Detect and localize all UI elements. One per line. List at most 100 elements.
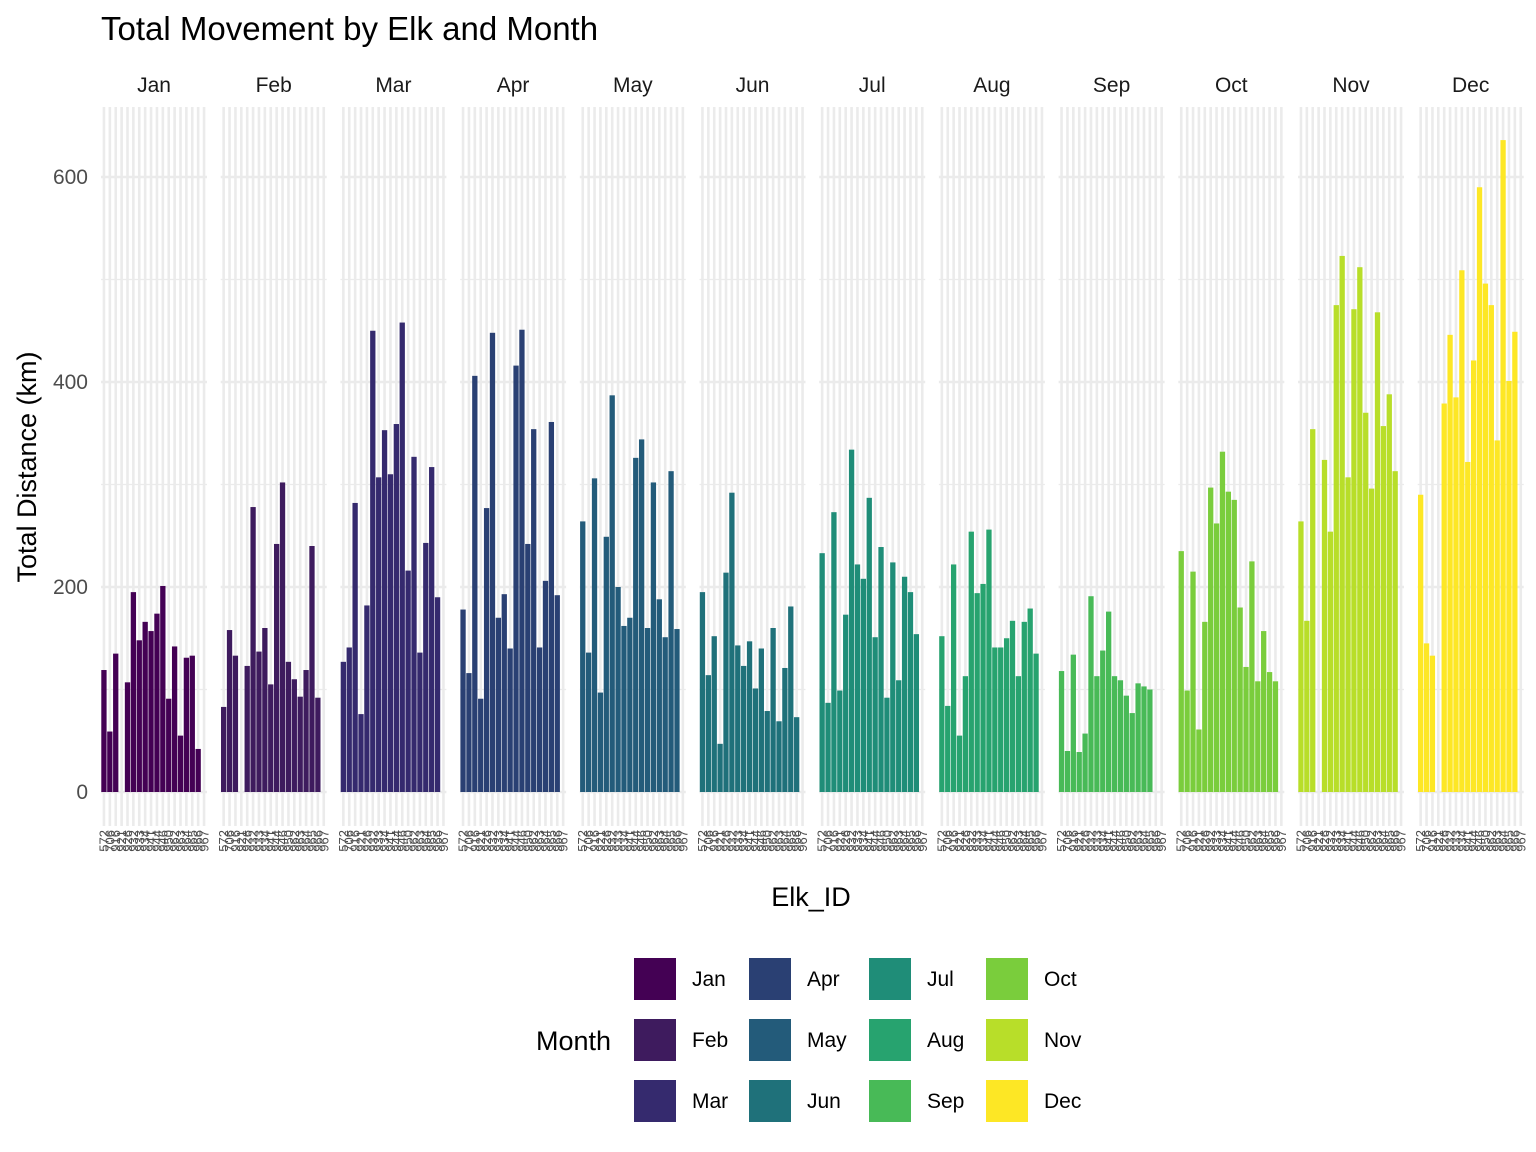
bar-dec-933 xyxy=(1453,397,1459,792)
x-tick-label: 964 xyxy=(1017,830,1032,852)
x-tick-label: 926 xyxy=(120,830,135,852)
x-tick-label: 926 xyxy=(479,830,494,852)
bar-jul-572 xyxy=(819,553,825,792)
x-tick-label: 946 xyxy=(514,830,529,852)
bar-jan-963 xyxy=(177,735,184,792)
bar-aug-964 xyxy=(1021,621,1027,792)
bar-aug-921 xyxy=(956,735,963,792)
bar-jun-916 xyxy=(711,636,717,792)
bar-jul-944 xyxy=(872,637,878,792)
x-tick-label: 572 xyxy=(1054,830,1069,852)
x-tick-label: 965 xyxy=(544,830,559,852)
bar-dec-916 xyxy=(1429,655,1436,792)
x-tick-label: 962 xyxy=(1484,830,1499,852)
x-tick-label: 967 xyxy=(1274,830,1289,852)
y-tick-label: 200 xyxy=(53,576,88,599)
bar-feb-926 xyxy=(244,665,250,792)
x-tick-label: 944 xyxy=(269,830,284,852)
x-tick-label: 926 xyxy=(599,830,614,852)
bar-jul-946 xyxy=(878,547,884,792)
x-tick-label: 964 xyxy=(299,830,314,852)
x-tick-label: 941 xyxy=(144,830,159,852)
legend-label-jan: Jan xyxy=(692,968,726,991)
x-tick-label: 966 xyxy=(191,830,206,852)
bar-oct-933 xyxy=(1213,523,1220,792)
bar-jun-941 xyxy=(746,641,753,792)
x-tick-label: 926 xyxy=(719,830,734,852)
bar-mar-934 xyxy=(381,430,388,792)
bar-apr-706 xyxy=(466,673,472,792)
x-tick-label: 963 xyxy=(1250,830,1265,852)
x-tick-label: 967 xyxy=(675,830,690,852)
bar-jun-933 xyxy=(735,645,741,792)
x-tick-label: 950 xyxy=(281,830,296,852)
facet-label-aug: Aug xyxy=(973,74,1010,97)
x-tick-label: 944 xyxy=(509,830,524,852)
x-tick-label: 941 xyxy=(263,830,278,852)
bar-sep-962 xyxy=(1129,713,1135,792)
bar-apr-963 xyxy=(536,647,543,792)
bar-sep-964 xyxy=(1141,686,1147,792)
x-tick-label: 941 xyxy=(742,830,757,852)
x-tick-label: 941 xyxy=(981,830,996,852)
x-tick-label: 706 xyxy=(342,830,357,852)
x-tick-label: 932 xyxy=(1083,830,1098,852)
x-tick-label: 950 xyxy=(1239,830,1254,852)
x-tick-label: 965 xyxy=(304,830,319,852)
legend-title: Month xyxy=(536,1026,611,1056)
x-tick-label: 916 xyxy=(946,830,961,852)
x-tick-label: 933 xyxy=(850,830,865,852)
legend-key-may xyxy=(749,1019,791,1061)
x-tick-label: 916 xyxy=(1066,830,1081,852)
bar-jun-962 xyxy=(770,628,776,792)
x-tick-label: 934 xyxy=(1215,830,1230,852)
y-tick-label: 600 xyxy=(53,166,88,189)
x-tick-label: 941 xyxy=(1221,830,1236,852)
legend-label-jun: Jun xyxy=(807,1090,841,1113)
facet-label-oct: Oct xyxy=(1215,74,1248,97)
bar-jun-944 xyxy=(752,688,759,792)
x-tick-label: 926 xyxy=(240,830,255,852)
bar-nov-941 xyxy=(1345,477,1351,792)
x-tick-label: 934 xyxy=(1095,830,1110,852)
x-tick-label: 962 xyxy=(1364,830,1379,852)
x-tick-label: 572 xyxy=(1293,830,1308,852)
x-tick-label: 962 xyxy=(885,830,900,852)
bar-apr-965 xyxy=(548,421,555,792)
bar-jul-965 xyxy=(907,592,914,792)
x-tick-label: 963 xyxy=(173,830,188,852)
x-tick-label: 941 xyxy=(1341,830,1356,852)
bar-nov-965 xyxy=(1386,394,1392,792)
bar-jul-934 xyxy=(860,578,867,792)
x-tick-label: 962 xyxy=(1005,830,1020,852)
x-tick-label: 926 xyxy=(1317,830,1332,852)
x-tick-label: 964 xyxy=(418,830,433,852)
bar-dec-926 xyxy=(1441,403,1447,792)
x-tick-label: 962 xyxy=(1244,830,1259,852)
x-tick-label: 946 xyxy=(395,830,410,852)
facet-label-nov: Nov xyxy=(1332,74,1370,97)
x-tick-label: 967 xyxy=(556,830,571,852)
bar-may-926 xyxy=(603,536,609,792)
bar-may-916 xyxy=(591,478,598,792)
bar-may-963 xyxy=(656,599,662,792)
bar-aug-944 xyxy=(992,647,998,792)
bar-jan-706 xyxy=(107,731,113,792)
x-tick-label: 967 xyxy=(795,830,810,852)
x-tick-label: 933 xyxy=(1209,830,1224,852)
x-tick-label: 933 xyxy=(730,830,745,852)
x-tick-label: 966 xyxy=(310,830,325,852)
x-tick-label: 966 xyxy=(789,830,804,852)
x-tick-label: 964 xyxy=(1376,830,1391,852)
bar-mar-933 xyxy=(376,477,382,792)
bar-oct-941 xyxy=(1225,491,1232,792)
bar-aug-965 xyxy=(1027,608,1033,792)
x-tick-label: 934 xyxy=(736,830,751,852)
bar-nov-963 xyxy=(1374,312,1381,792)
x-tick-label: 932 xyxy=(485,830,500,852)
x-tick-label: 950 xyxy=(401,830,416,852)
bar-apr-944 xyxy=(513,365,519,792)
legend-key-sep xyxy=(869,1080,911,1122)
bar-nov-933 xyxy=(1333,305,1339,792)
x-tick-label: 967 xyxy=(1154,830,1169,852)
